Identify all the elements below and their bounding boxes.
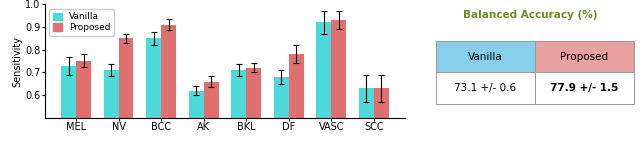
Bar xyxy=(535,72,634,104)
Bar xyxy=(436,41,535,72)
Text: 77.9 +/- 1.5: 77.9 +/- 1.5 xyxy=(550,83,618,93)
Text: Vanilla: Vanilla xyxy=(468,52,503,61)
Bar xyxy=(289,54,303,142)
Bar xyxy=(204,82,218,142)
Bar xyxy=(535,41,634,72)
Bar xyxy=(61,66,76,142)
Y-axis label: Sensitivity: Sensitivity xyxy=(13,36,22,87)
Bar xyxy=(147,38,161,142)
Bar xyxy=(231,70,246,142)
Bar xyxy=(118,38,134,142)
Bar xyxy=(246,68,261,142)
Bar xyxy=(274,77,289,142)
Text: 73.1 +/- 0.6: 73.1 +/- 0.6 xyxy=(454,83,516,93)
Bar xyxy=(104,70,118,142)
Legend: Vanilla, Proposed: Vanilla, Proposed xyxy=(49,9,115,36)
Bar xyxy=(316,22,332,142)
Bar xyxy=(436,72,535,104)
Bar xyxy=(76,61,91,142)
Bar xyxy=(189,91,204,142)
Bar xyxy=(161,25,176,142)
Text: Balanced Accuracy (%): Balanced Accuracy (%) xyxy=(463,10,598,20)
Text: Proposed: Proposed xyxy=(560,52,608,61)
Bar xyxy=(332,20,346,142)
Bar xyxy=(374,88,388,142)
Bar xyxy=(359,88,374,142)
